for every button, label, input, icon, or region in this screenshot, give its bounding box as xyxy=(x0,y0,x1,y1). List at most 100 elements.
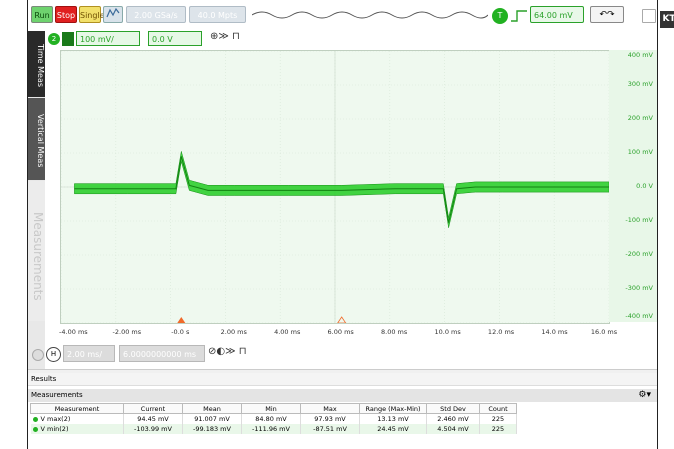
waveform-trace-line xyxy=(74,156,609,223)
x-tick-label: 6.00 ms xyxy=(327,328,354,336)
cell-mean: 91.007 mV xyxy=(182,413,242,424)
cell-std-dev: 4.504 mV xyxy=(426,424,480,434)
record-icon[interactable]: ◐ xyxy=(216,346,226,357)
horizontal-badge[interactable]: H xyxy=(46,347,61,362)
tab-measurements[interactable]: Measurements xyxy=(28,181,45,321)
channel-waveform-icon[interactable] xyxy=(62,32,74,46)
cell-mean: -99.183 mV xyxy=(182,424,242,434)
cell-std-dev: 2.460 mV xyxy=(426,413,480,424)
cell-count: 225 xyxy=(479,424,517,434)
autoscale-button[interactable] xyxy=(103,6,123,23)
undo-redo-buttons[interactable]: ↶↷ xyxy=(590,6,624,23)
gear-icon[interactable]: ⚙▾ xyxy=(638,390,651,400)
time-scale-field[interactable]: 2.00 ms/ xyxy=(63,345,115,362)
pin-icon[interactable]: ⊓ xyxy=(232,31,240,42)
x-tick-label: -4.00 ms xyxy=(59,328,88,336)
memory-depth-field[interactable]: 40.0 Mpts xyxy=(189,6,246,23)
y-tick-label: 400 mV xyxy=(627,51,653,59)
measurements-header: Measurements ⚙▾ xyxy=(28,389,657,402)
waveform-trace-band xyxy=(74,151,609,228)
tab-vertical-meas[interactable]: Vertical Meas xyxy=(28,98,45,180)
trigger-waveform-icon xyxy=(252,11,488,19)
top-toolbar: Run Stop Single 2.00 GSa/s 40.0 Mpts T 6… xyxy=(28,6,674,28)
channel-dot-icon xyxy=(32,416,38,422)
cell-max: -87.51 mV xyxy=(300,424,360,434)
table-row[interactable]: V max(2) 94.45 mV 91.007 mV 84.80 mV 97.… xyxy=(30,413,517,424)
side-tab-strip: Time Meas Vertical Meas Measurements xyxy=(28,31,45,371)
autoscale-icon xyxy=(106,7,120,18)
reference-marker xyxy=(337,316,347,323)
brand-logo: KT xyxy=(660,11,674,28)
channel-scale-field[interactable]: 100 mV/ xyxy=(76,31,140,46)
trigger-badge[interactable]: T xyxy=(492,8,508,24)
col-range: Range (Max-Min) xyxy=(359,403,427,414)
horizontal-controls[interactable]: ⊘◐≫ ⊓ xyxy=(208,346,247,357)
cell-range: 24.45 mV xyxy=(359,424,427,434)
channel-controls[interactable]: ⊕≫ ⊓ xyxy=(210,31,240,42)
time-position-field[interactable]: 6.0000000000 ms xyxy=(119,345,205,362)
cell-measurement: V min(2) xyxy=(40,425,69,433)
measurements-table: Measurement Current Mean Min Max Range (… xyxy=(30,403,517,434)
zoom-icon[interactable] xyxy=(642,9,656,23)
undo-icon[interactable]: ↶ xyxy=(599,10,607,20)
cell-min: 84.80 mV xyxy=(241,413,301,424)
expand-icon[interactable]: ≫ xyxy=(218,31,229,42)
horizontal-bar: H 2.00 ms/ 6.0000000000 ms ⊘◐≫ ⊓ xyxy=(32,345,332,365)
cell-current: 94.45 mV xyxy=(123,413,183,424)
channel-bar: 2 100 mV/ 0.0 V ⊕≫ ⊓ xyxy=(48,31,308,49)
pin-icon-2[interactable]: ⊓ xyxy=(238,346,247,357)
results-header: Results xyxy=(28,373,657,386)
measurements-title: Measurements xyxy=(31,391,83,399)
sample-rate-field[interactable]: 2.00 GSa/s xyxy=(126,6,186,23)
col-std-dev: Std Dev xyxy=(426,403,480,414)
x-tick-label: 16.0 ms xyxy=(590,328,618,336)
panel-splitter[interactable] xyxy=(28,369,657,373)
cell-max: 97.93 mV xyxy=(300,413,360,424)
x-tick-label: 10.0 ms xyxy=(434,328,461,336)
y-tick-label: 100 mV xyxy=(627,148,653,156)
channel-number-badge[interactable]: 2 xyxy=(48,33,60,45)
add-math-icon[interactable]: ⊕ xyxy=(210,31,219,42)
trigger-level-field[interactable]: 64.00 mV xyxy=(530,6,584,23)
rising-edge-icon[interactable] xyxy=(510,10,528,22)
y-tick-label: -100 mV xyxy=(625,216,653,224)
run-button[interactable]: Run xyxy=(31,6,53,23)
y-axis-labels: 400 mV 300 mV 200 mV 100 mV 0.0 V -100 mV -200… xyxy=(609,50,657,322)
expand-icon-2[interactable]: ≫ xyxy=(225,346,236,357)
redo-icon[interactable]: ↷ xyxy=(607,10,615,20)
table-header-row: Measurement Current Mean Min Max Range (… xyxy=(30,403,517,414)
col-measurement: Measurement xyxy=(30,403,124,414)
stop-button[interactable]: Stop xyxy=(55,6,77,23)
y-tick-label: -200 mV xyxy=(625,250,653,258)
x-tick-label: 2.00 ms xyxy=(220,328,247,336)
expand-circle-icon[interactable] xyxy=(32,349,44,361)
results-title: Results xyxy=(31,375,57,383)
col-max: Max xyxy=(300,403,360,414)
col-mean: Mean xyxy=(182,403,242,414)
y-tick-label: 300 mV xyxy=(627,80,653,88)
col-current: Current xyxy=(123,403,183,414)
channel-dot-icon xyxy=(32,426,38,432)
single-button[interactable]: Single xyxy=(79,6,105,23)
x-tick-label: 4.00 ms xyxy=(274,328,301,336)
tab-time-meas[interactable]: Time Meas xyxy=(28,31,45,97)
trigger-position-marker xyxy=(177,317,186,323)
waveform-plot[interactable] xyxy=(60,50,610,324)
cell-current: -103.99 mV xyxy=(123,424,183,434)
cell-measurement: V max(2) xyxy=(40,415,71,423)
y-tick-label: -300 mV xyxy=(625,284,653,292)
col-count: Count xyxy=(479,403,517,414)
y-tick-label: 0.0 V xyxy=(636,182,653,190)
x-tick-label: -2.00 ms xyxy=(112,328,142,336)
cell-min: -111.96 mV xyxy=(241,424,301,434)
x-tick-label: -0.0 s xyxy=(171,328,190,336)
x-tick-label: 14.0 ms xyxy=(541,328,568,336)
cell-range: 13.13 mV xyxy=(359,413,427,424)
table-row[interactable]: V min(2) -103.99 mV -99.183 mV -111.96 m… xyxy=(30,424,517,434)
x-tick-label: 12.0 ms xyxy=(487,328,515,336)
zero-icon[interactable]: ⊘ xyxy=(208,346,217,357)
scope-window: Run Stop Single 2.00 GSa/s 40.0 Mpts T 6… xyxy=(27,0,674,449)
channel-offset-field[interactable]: 0.0 V xyxy=(148,31,202,46)
x-axis-labels: -4.00 ms -2.00 ms -0.0 s 2.00 ms 4.00 ms 6.00… xyxy=(59,328,660,342)
cell-count: 225 xyxy=(479,413,517,424)
